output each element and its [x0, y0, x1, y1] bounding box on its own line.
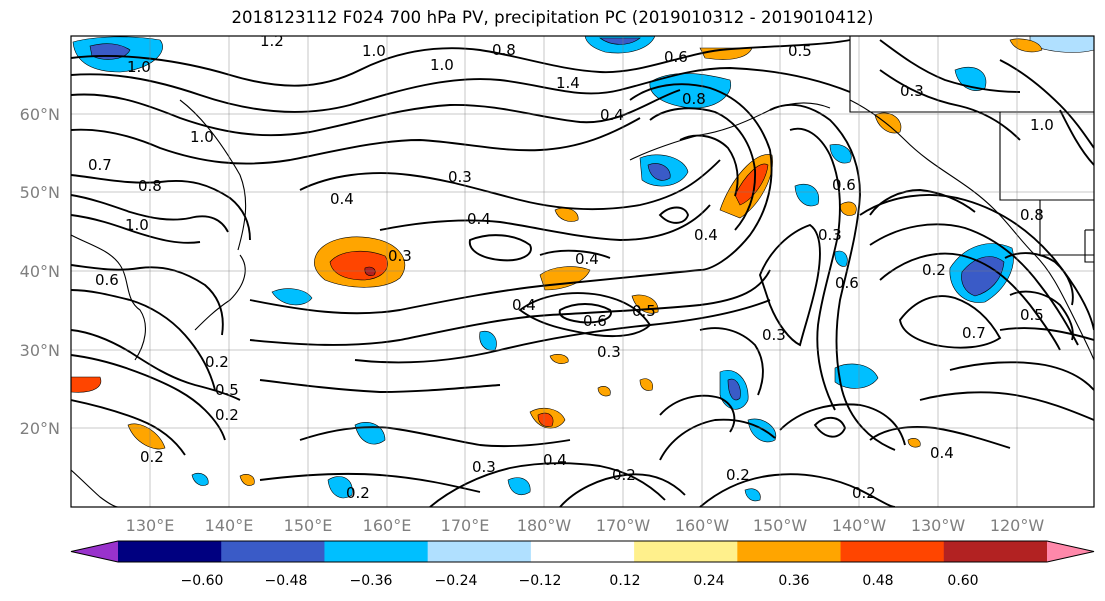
- contour-label: 0.6: [664, 48, 688, 66]
- contour-label: 0.2: [205, 353, 229, 371]
- lat-label: 30°N: [20, 341, 60, 360]
- lon-label: 130°W: [911, 516, 966, 535]
- gridlines: [71, 36, 1094, 507]
- contour-label: 0.3: [900, 82, 924, 100]
- contour-label: 1.0: [125, 216, 149, 234]
- contour-label: 0.4: [694, 226, 718, 244]
- precip-positive-shading: [71, 38, 1043, 486]
- lon-label: 180°W: [517, 516, 572, 535]
- colorbar-segments: [70, 540, 1095, 563]
- contour-label: 0.3: [762, 326, 786, 344]
- coastlines: [71, 36, 1094, 507]
- contour-label: 0.4: [600, 106, 624, 124]
- colorbar-extend-low: [71, 541, 118, 562]
- contour-label: 0.5: [1020, 306, 1044, 324]
- contour-label: 0.6: [832, 176, 856, 194]
- contour-label: 0.5: [215, 381, 239, 399]
- lon-label: 120°W: [990, 516, 1045, 535]
- lon-label: 150°E: [284, 516, 333, 535]
- contour-label: 0.2: [726, 466, 750, 484]
- contour-label: 0.7: [962, 324, 986, 342]
- colorbar-segment: [737, 541, 842, 562]
- colorbar-tick-label: −0.24: [435, 573, 478, 589]
- contour-label: 0.4: [330, 190, 354, 208]
- colorbar-tick-label: −0.12: [519, 573, 562, 589]
- contour-label: 1.0: [190, 128, 214, 146]
- lat-label: 60°N: [20, 105, 60, 124]
- colorbar-segment: [118, 541, 222, 562]
- contour-label: 0.4: [543, 451, 567, 469]
- colorbar-tick-label: 0.12: [609, 573, 640, 589]
- contour-label: 0.2: [215, 406, 239, 424]
- contour-label: 0.2: [852, 484, 876, 502]
- contour-label: 0.6: [835, 274, 859, 292]
- contour-label: 0.3: [448, 168, 472, 186]
- lon-label: 140°E: [205, 516, 254, 535]
- colorbar-tick-label: 0.36: [778, 573, 809, 589]
- contour-label: 0.7: [88, 156, 112, 174]
- colorbar-segment: [840, 541, 945, 562]
- colorbar-tick-label: 0.60: [947, 573, 978, 589]
- contour-label: 1.0: [430, 56, 454, 74]
- colorbar-tick-label: 0.24: [693, 573, 724, 589]
- map-title: 2018123112 F024 700 hPa PV, precipitatio…: [231, 8, 874, 27]
- contour-label: 0.2: [922, 261, 946, 279]
- contour-label: 0.8: [682, 90, 706, 108]
- colorbar-tick-label: −0.36: [350, 573, 393, 589]
- lat-label: 40°N: [20, 262, 60, 281]
- colorbar-tick-label: 0.48: [862, 573, 893, 589]
- colorbar-segment: [530, 541, 635, 562]
- contour-label: 0.6: [95, 271, 119, 289]
- colorbar-segment: [324, 541, 429, 562]
- contour-label: 0.4: [930, 444, 954, 462]
- contour-label: 0.8: [138, 177, 162, 195]
- contour-label: 0.3: [472, 458, 496, 476]
- lat-label: 50°N: [20, 183, 60, 202]
- lon-label: 150°W: [753, 516, 808, 535]
- contour-label: 0.2: [140, 448, 164, 466]
- contour-label: 0.5: [788, 42, 812, 60]
- colorbar-segment: [427, 541, 532, 562]
- contour-label: 0.4: [512, 296, 536, 314]
- contour-label: 0.3: [388, 247, 412, 265]
- colorbar-extend-high: [1047, 541, 1094, 562]
- lat-label: 20°N: [20, 419, 60, 438]
- colorbar-tick-labels: −0.60 −0.48 −0.36 −0.24 −0.12 0.12 0.24 …: [181, 573, 979, 589]
- lon-label: 160°W: [675, 516, 730, 535]
- latitude-labels: 60°N 50°N 40°N 30°N 20°N: [20, 105, 60, 438]
- contour-label: 1.0: [127, 58, 151, 76]
- colorbar-tick-label: −0.60: [181, 573, 224, 589]
- contour-label: 1.4: [556, 74, 580, 92]
- lon-label: 170°E: [441, 516, 490, 535]
- colorbar-segment: [634, 541, 738, 562]
- contour-label: 0.4: [467, 210, 491, 228]
- contour-label: 1.0: [1030, 116, 1054, 134]
- contour-labels: 1.2 1.0 0.8 1.4 0.5 1.0 0.4 0.6 0.8 0.3 …: [88, 32, 1054, 502]
- contour-label: 1.0: [362, 42, 386, 60]
- lon-label: 140°W: [832, 516, 887, 535]
- contour-label: 0.4: [575, 250, 599, 268]
- colorbar-segment: [221, 541, 325, 562]
- lon-label: 130°E: [126, 516, 175, 535]
- colorbar: −0.60 −0.48 −0.36 −0.24 −0.12 0.12 0.24 …: [70, 540, 1095, 589]
- contour-label: 0.5: [632, 302, 656, 320]
- longitude-labels: 130°E 140°E 150°E 160°E 170°E 180°W 170°…: [126, 516, 1045, 535]
- lon-label: 170°W: [596, 516, 651, 535]
- colorbar-segment: [943, 541, 1048, 562]
- contour-label: 0.2: [612, 466, 636, 484]
- contour-label: 0.3: [597, 343, 621, 361]
- colorbar-outline: [70, 540, 1095, 563]
- colorbar-tick-label: −0.48: [265, 573, 308, 589]
- lon-label: 160°E: [363, 516, 412, 535]
- map-frame: [70, 35, 1095, 508]
- contour-label: 1.2: [260, 32, 284, 50]
- contour-label: 0.8: [492, 41, 516, 59]
- contour-label: 0.6: [583, 312, 607, 330]
- pv-contours: [71, 39, 1094, 507]
- contour-label: 0.8: [1020, 206, 1044, 224]
- contour-label: 0.2: [346, 484, 370, 502]
- contour-label: 0.3: [818, 226, 842, 244]
